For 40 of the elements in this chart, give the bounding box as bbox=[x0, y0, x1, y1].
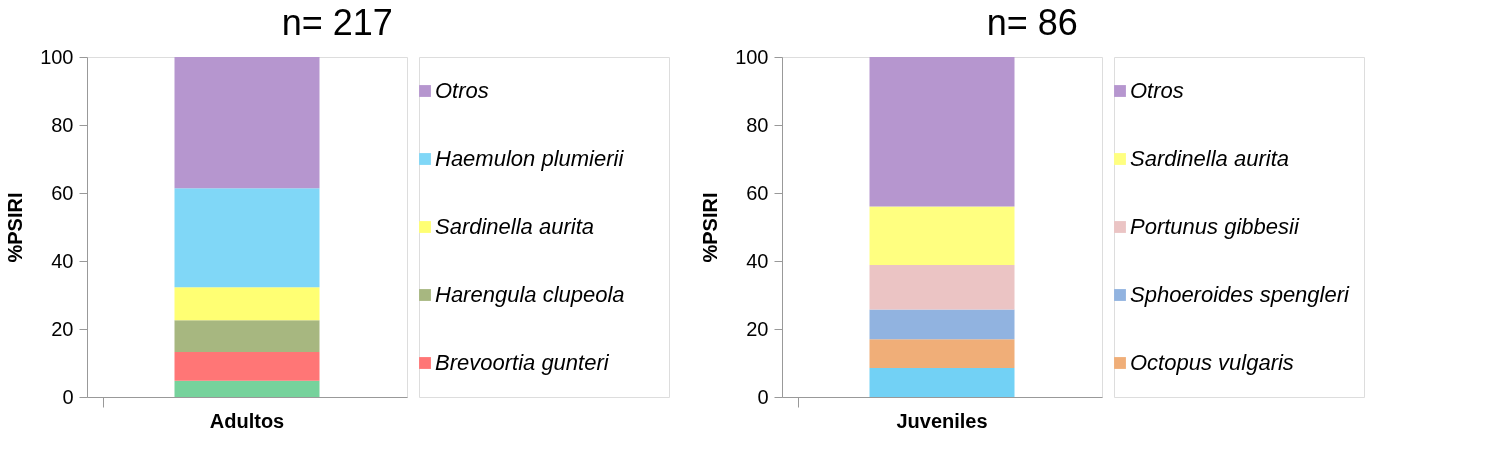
legend-label: Harengula clupeola bbox=[435, 282, 625, 307]
legend-label: Brevoortia gunteri bbox=[435, 350, 610, 375]
y-tick-label: 60 bbox=[746, 181, 769, 204]
bar bbox=[174, 287, 320, 321]
y-axis-title: %PSIRI bbox=[699, 192, 722, 263]
bar bbox=[869, 309, 1015, 340]
bar bbox=[174, 188, 320, 288]
y-tick-label: 80 bbox=[746, 113, 769, 136]
y-tick-label: 80 bbox=[51, 113, 74, 136]
bar bbox=[869, 368, 1015, 397]
legend-label: Otros bbox=[1130, 78, 1184, 103]
y-tick-label: 100 bbox=[40, 45, 74, 68]
chart-title: n= 217 bbox=[281, 1, 393, 43]
bar bbox=[869, 57, 1015, 207]
y-tick-label: 20 bbox=[51, 317, 74, 340]
y-axis-title: %PSIRI bbox=[4, 192, 27, 263]
x-tick-label: Adultos bbox=[209, 409, 285, 432]
x-tick-label: Juveniles bbox=[896, 409, 988, 432]
bar bbox=[174, 57, 320, 189]
y-tick-label: 0 bbox=[757, 385, 769, 408]
legend-label: Sardinella aurita bbox=[435, 214, 594, 239]
y-tick-label: 100 bbox=[735, 45, 769, 68]
y-tick-label: 20 bbox=[746, 317, 769, 340]
bar bbox=[174, 352, 320, 381]
chart-title: n= 86 bbox=[986, 1, 1078, 43]
bar bbox=[869, 206, 1015, 266]
y-tick-label: 0 bbox=[62, 385, 74, 408]
y-tick-label: 40 bbox=[51, 249, 74, 272]
legend-label: Otros bbox=[435, 78, 489, 103]
bar bbox=[174, 380, 320, 397]
bar bbox=[869, 265, 1015, 310]
bar bbox=[174, 320, 320, 353]
legend-label: Portunus gibbesii bbox=[1130, 214, 1300, 239]
legend-label: Sardinella aurita bbox=[1130, 146, 1289, 171]
legend-label: Sphoeroides spengleri bbox=[1130, 282, 1351, 307]
y-tick-label: 60 bbox=[51, 181, 74, 204]
legend-label: Octopus vulgaris bbox=[1130, 350, 1294, 375]
y-tick-label: 40 bbox=[746, 249, 769, 272]
bar bbox=[869, 339, 1015, 369]
legend-label: Haemulon plumierii bbox=[435, 146, 625, 171]
